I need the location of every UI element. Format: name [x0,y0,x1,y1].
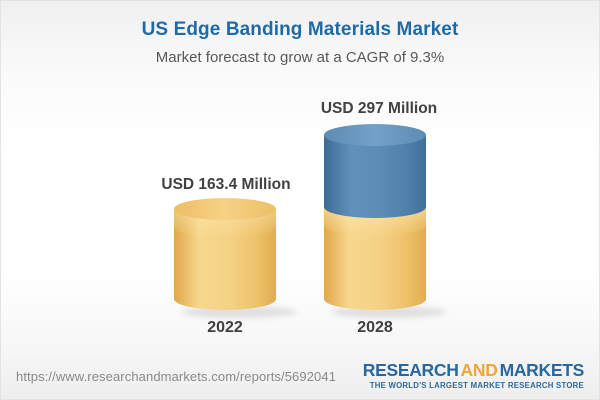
bar-2022 [174,198,276,310]
x-label-2022: 2022 [207,319,243,336]
page-subtitle: Market forecast to grow at a CAGR of 9.3… [155,49,445,66]
footer: https://www.researchandmarkets.com/repor… [1,353,599,399]
value-label-2028: USD 297 Million [321,100,437,117]
logo-word-and: AND [460,359,498,380]
research-and-markets-logo: RESEARCH AND MARKETS THE WORLD'S LARGEST M… [362,359,585,391]
bar-2028-growth-segment [324,124,426,218]
x-label-2028: 2028 [357,319,393,336]
logo-wordmark: RESEARCH AND MARKETS [362,359,585,380]
logo-word-research: RESEARCH [362,359,459,380]
report-url: https://www.researchandmarkets.com/repor… [16,368,337,384]
logo-tagline: THE WORLD'S LARGEST MARKET RESEARCH STOR… [369,381,584,391]
cylinder-bar-chart: USD 297 Million USD 163.4 Million 2022 2 [161,100,447,336]
chart-header: US Edge Banding Materials Market Market … [1,1,599,67]
value-label-2022: USD 163.4 Million [161,176,290,193]
bar-2028 [324,124,426,310]
logo-word-markets: MARKETS [499,359,585,380]
page-title: US Edge Banding Materials Market [141,19,459,40]
